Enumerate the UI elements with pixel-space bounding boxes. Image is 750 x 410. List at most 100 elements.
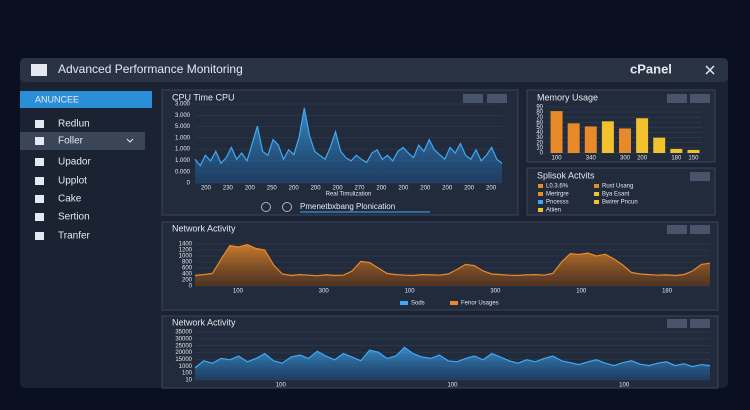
x-tick-label: 100 bbox=[447, 383, 458, 389]
x-tick-label: 200 bbox=[245, 186, 256, 192]
x-tick-label: 150 bbox=[688, 156, 699, 162]
y-tick-label: 15000 bbox=[175, 357, 192, 363]
x-tick-label: 200 bbox=[311, 186, 322, 192]
y-tick-label: 10 bbox=[185, 378, 192, 384]
x-tick-label: 270 bbox=[354, 186, 365, 192]
x-tick-label: 200 bbox=[333, 186, 344, 192]
area bbox=[195, 347, 710, 380]
chart-title: CPU Time CPU bbox=[172, 92, 235, 102]
legend-swatch bbox=[400, 301, 408, 305]
area bbox=[195, 108, 502, 183]
y-tick-label: 35000 bbox=[175, 330, 192, 336]
legend-label: Atiien bbox=[546, 208, 561, 214]
y-tick-label: 10 bbox=[536, 145, 543, 151]
bar bbox=[601, 121, 614, 153]
y-tick-label: 1200 bbox=[179, 248, 193, 254]
x-axis-label: Real Timulization bbox=[326, 192, 372, 198]
legend-label: Rust Usang bbox=[602, 184, 633, 190]
x-tick-label: 100 bbox=[276, 383, 287, 389]
y-tick-label: 1000 bbox=[179, 254, 193, 260]
sidebar-icon[interactable] bbox=[35, 177, 44, 185]
legend-swatch bbox=[594, 192, 599, 196]
sidebar-item[interactable]: Upador bbox=[58, 157, 91, 168]
x-tick-label: 200 bbox=[376, 186, 387, 192]
legend-label: L0.3.6% bbox=[546, 184, 569, 190]
sidebar-item[interactable]: Redlun bbox=[58, 119, 90, 130]
x-tick-label: 200 bbox=[464, 186, 475, 192]
x-tick-label: 180 bbox=[662, 289, 673, 295]
bar bbox=[619, 128, 631, 153]
y-tick-label: 1000 bbox=[179, 364, 193, 370]
y-tick-label: 100 bbox=[182, 371, 193, 377]
bar bbox=[636, 118, 649, 153]
app-icon bbox=[31, 64, 47, 76]
sidebar-icon[interactable] bbox=[35, 120, 44, 128]
y-tick-label: 30 bbox=[536, 135, 543, 141]
y-tick-label: 80 bbox=[536, 110, 543, 116]
x-tick-label: 100 bbox=[405, 289, 416, 295]
sidebar-icon[interactable] bbox=[35, 195, 44, 203]
chart-title: Network Activity bbox=[172, 223, 236, 233]
y-tick-label: 1.000 bbox=[175, 158, 191, 164]
chevron bbox=[126, 138, 134, 143]
y-tick-label: 40 bbox=[536, 130, 543, 136]
x-tick-label: 300 bbox=[490, 289, 501, 295]
sidebar-item[interactable]: Sertion bbox=[58, 212, 90, 223]
panel-buttons[interactable] bbox=[463, 94, 710, 328]
y-tick-label: 0 bbox=[189, 284, 193, 290]
sidebar-icon[interactable] bbox=[35, 213, 44, 221]
legend-swatch bbox=[538, 192, 543, 196]
y-tick-label: 60 bbox=[536, 120, 543, 126]
legend-label: Pncesss bbox=[546, 200, 569, 206]
bar bbox=[687, 149, 700, 153]
zoom-button[interactable] bbox=[282, 202, 292, 212]
sidebar-heading: ANUNCEE bbox=[35, 94, 79, 104]
x-tick-label: 100 bbox=[552, 156, 563, 162]
legend-swatch bbox=[538, 184, 543, 188]
zoom-button[interactable] bbox=[261, 202, 271, 212]
sidebar-icon[interactable] bbox=[35, 137, 44, 145]
sidebar-item[interactable]: Foller bbox=[58, 136, 84, 147]
y-tick-label: 50 bbox=[536, 125, 543, 131]
legend-label: Fenor Usages bbox=[461, 301, 499, 307]
panel-activities bbox=[526, 167, 716, 216]
y-tick-label: 0 bbox=[540, 151, 544, 157]
y-tick-label: 25000 bbox=[175, 343, 192, 349]
sidebar-item[interactable]: Cake bbox=[58, 194, 82, 205]
y-tick-label: 0 bbox=[187, 181, 191, 187]
y-tick-label: 90 bbox=[536, 105, 543, 111]
close-button[interactable] bbox=[705, 65, 715, 75]
x-tick-label: 200 bbox=[398, 186, 409, 192]
legend-swatch bbox=[594, 200, 599, 204]
chart-title: Network Activity bbox=[172, 317, 236, 327]
sidebar-selected bbox=[20, 132, 145, 150]
sidebar-heading-bg bbox=[20, 91, 152, 108]
bar bbox=[670, 148, 683, 153]
x-tick-label: 100 bbox=[619, 383, 630, 389]
sidebar-icon[interactable] bbox=[35, 232, 44, 240]
sidebar-icon[interactable] bbox=[35, 158, 44, 166]
y-tick-label: 5.000 bbox=[175, 124, 191, 130]
x-tick-label: 200 bbox=[486, 186, 497, 192]
y-tick-label: 20000 bbox=[175, 350, 192, 356]
line bbox=[194, 346, 711, 369]
x-tick-label: 200 bbox=[637, 156, 648, 162]
y-tick-label: 600 bbox=[182, 266, 193, 272]
y-tick-label: 20 bbox=[536, 140, 543, 146]
line bbox=[194, 243, 711, 277]
legend-swatch bbox=[538, 208, 543, 212]
x-tick-label: 100 bbox=[233, 289, 244, 295]
y-tick-label: 3.000 bbox=[175, 102, 191, 108]
x-tick-label: 250 bbox=[267, 186, 278, 192]
x-tick-label: 230 bbox=[223, 186, 234, 192]
x-tick-label: 300 bbox=[620, 156, 631, 162]
legend-swatch bbox=[594, 184, 599, 188]
sidebar-item[interactable]: Upplot bbox=[58, 176, 87, 187]
sidebar-item[interactable]: Tranfer bbox=[58, 231, 91, 242]
y-tick-label: 400 bbox=[182, 272, 193, 278]
bar bbox=[567, 123, 580, 153]
y-tick-label: 3.000 bbox=[175, 113, 191, 119]
app-title: Advanced Performance Monitoring bbox=[58, 62, 243, 76]
